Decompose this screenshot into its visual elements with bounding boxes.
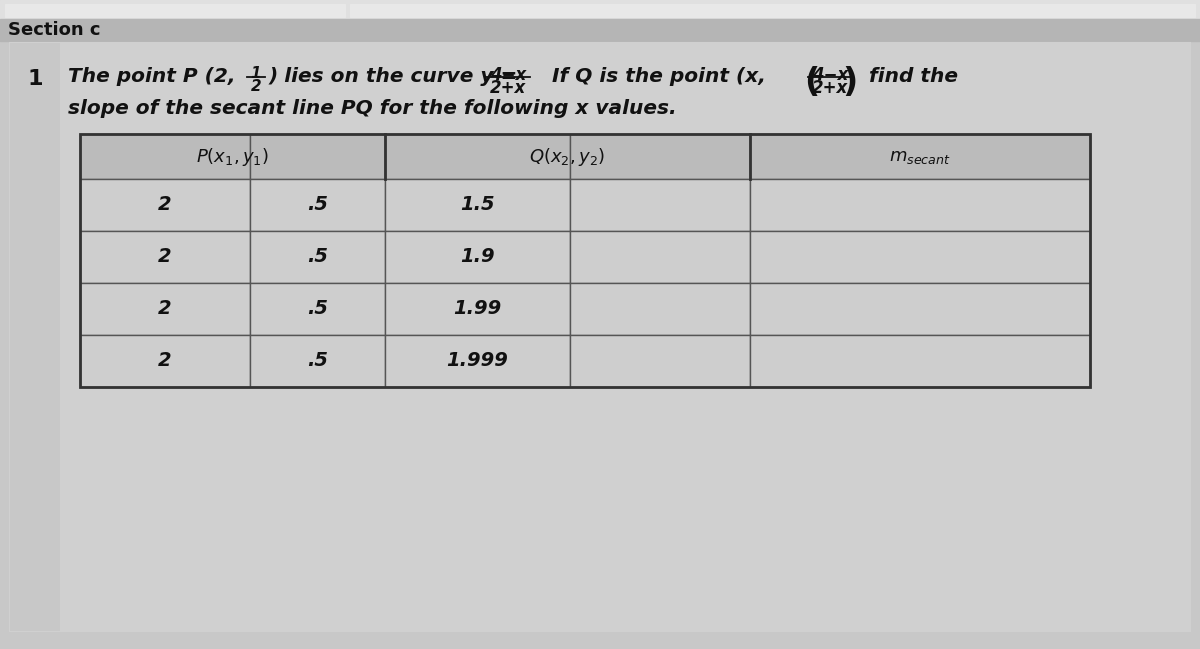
Bar	[10, 43, 60, 631]
Text: .5: .5	[307, 195, 328, 215]
Bar	[250, 335, 385, 387]
Bar	[350, 4, 1195, 17]
Text: 2: 2	[158, 195, 172, 215]
Text: slope of the secant line PQ for the following x values.: slope of the secant line PQ for the foll…	[68, 99, 677, 118]
Bar	[80, 134, 250, 179]
Bar	[750, 335, 1090, 387]
Bar	[250, 134, 385, 179]
Bar	[750, 283, 1090, 335]
Text: $P(x_1,y_1)$: $P(x_1,y_1)$	[196, 145, 269, 167]
Bar	[750, 231, 1090, 283]
Bar	[570, 179, 750, 231]
Bar	[0, 0, 1200, 19]
Text: 2: 2	[158, 352, 172, 371]
Text: .5: .5	[307, 247, 328, 267]
Bar	[385, 335, 570, 387]
Text: 4−x: 4−x	[490, 66, 526, 84]
Bar	[250, 231, 385, 283]
Bar	[250, 179, 385, 231]
Text: 1.999: 1.999	[446, 352, 509, 371]
Text: 2: 2	[251, 79, 262, 94]
Text: ): )	[842, 66, 858, 99]
Text: ) lies on the curve y =: ) lies on the curve y =	[269, 67, 518, 86]
Bar	[250, 283, 385, 335]
Text: 1: 1	[251, 66, 262, 81]
Bar	[385, 231, 570, 283]
Bar	[80, 179, 250, 231]
Bar	[0, 19, 1200, 41]
Text: 1.9: 1.9	[460, 247, 494, 267]
Text: 2+x: 2+x	[812, 79, 848, 97]
Text: $Q(x_2,y_2)$: $Q(x_2,y_2)$	[529, 145, 606, 167]
Text: If Q is the point (x,: If Q is the point (x,	[538, 67, 766, 86]
Text: .5: .5	[307, 299, 328, 319]
Text: The point P (2,: The point P (2,	[68, 67, 235, 86]
Text: Section c: Section c	[8, 21, 101, 39]
Text: 1.99: 1.99	[454, 299, 502, 319]
Text: .5: .5	[307, 352, 328, 371]
Bar	[750, 179, 1090, 231]
Bar	[385, 179, 570, 231]
Text: 2: 2	[158, 299, 172, 319]
Bar	[570, 134, 750, 179]
Bar	[80, 335, 250, 387]
Bar	[570, 283, 750, 335]
Bar	[5, 4, 346, 17]
Bar	[80, 134, 1090, 387]
Text: (: (	[804, 66, 820, 99]
Text: 4−x: 4−x	[812, 66, 848, 84]
Text: 1: 1	[28, 69, 43, 89]
Bar	[750, 134, 1090, 179]
Bar	[570, 231, 750, 283]
Text: 2: 2	[158, 247, 172, 267]
Bar	[385, 283, 570, 335]
Text: $m_{secant}$: $m_{secant}$	[889, 147, 950, 165]
Bar	[80, 283, 250, 335]
Bar	[385, 134, 570, 179]
Text: find the: find the	[862, 67, 958, 86]
Text: 1.5: 1.5	[460, 195, 494, 215]
Bar	[80, 231, 250, 283]
Text: 2+x: 2+x	[490, 79, 526, 97]
Bar	[570, 335, 750, 387]
